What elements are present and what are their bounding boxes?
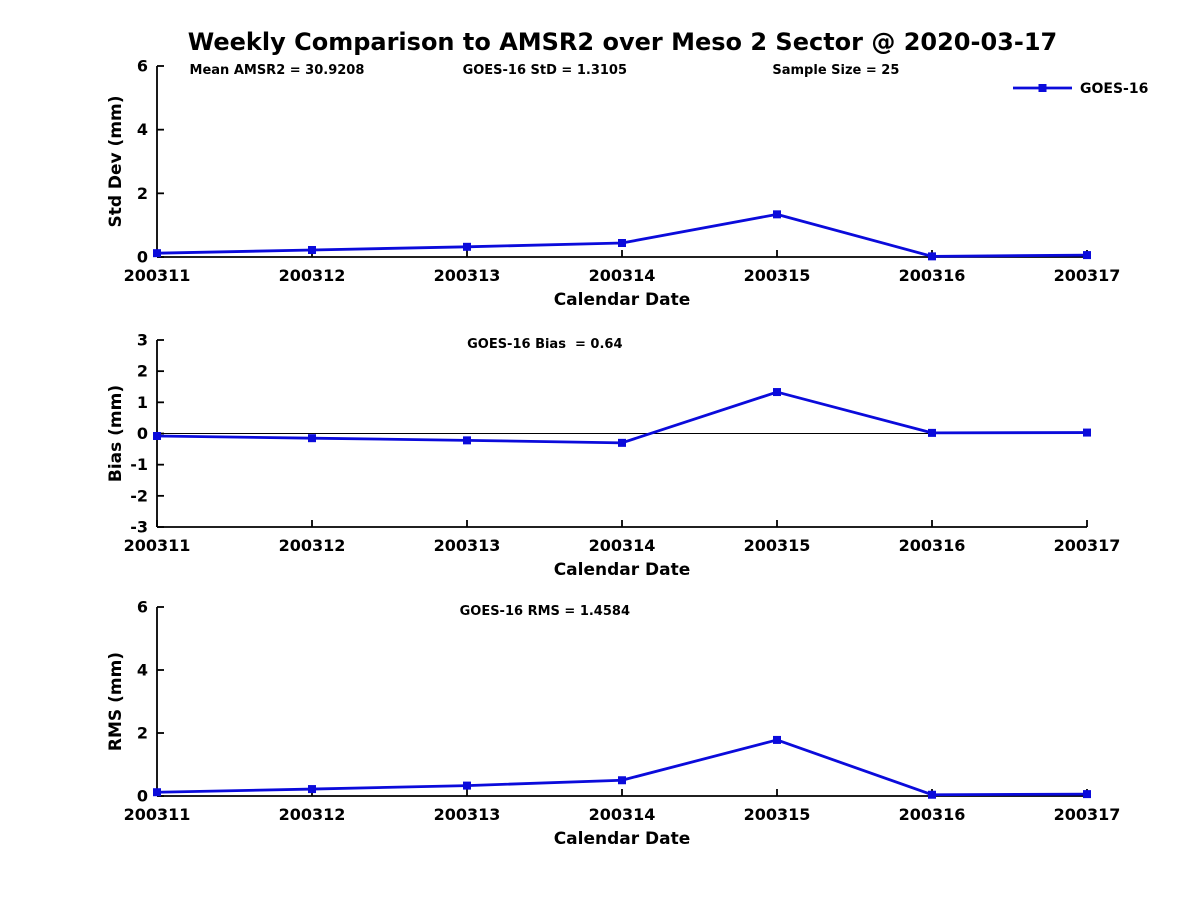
subplot-annotation: GOES-16 Bias = 0.64	[467, 337, 622, 352]
x-tick-label: 200316	[899, 266, 966, 285]
y-axis-label: Std Dev (mm)	[106, 95, 126, 227]
x-tick-label: 200313	[434, 536, 501, 555]
subplot-annotation: Sample Size = 25	[772, 63, 899, 78]
chart-title: Weekly Comparison to AMSR2 over Meso 2 S…	[187, 28, 1058, 56]
data-point-marker	[153, 431, 161, 440]
x-tick-label: 200313	[434, 805, 501, 824]
y-tick-label: 1	[137, 393, 148, 412]
subplot-annotation: GOES-16 RMS = 1.4584	[460, 604, 630, 619]
y-tick-label: 2	[137, 724, 148, 743]
data-point-marker	[463, 436, 471, 445]
legend-label: GOES-16	[1080, 81, 1148, 97]
y-tick-label: 6	[137, 598, 148, 617]
subplot-annotation: Mean AMSR2 = 30.9208	[190, 63, 365, 78]
data-point-marker	[773, 388, 781, 397]
data-point-marker	[618, 438, 626, 447]
y-tick-label: 6	[137, 57, 148, 76]
data-point-marker	[463, 242, 471, 251]
subplot-std-dev: 0 2 4 6 200311 200312 200313 200314 200315 200316…	[106, 57, 1120, 311]
y-tick-label: 0	[137, 248, 148, 267]
legend: GOES-16	[1013, 81, 1148, 97]
x-tick-label: 200311	[124, 536, 191, 555]
x-tick-label: 200317	[1054, 266, 1121, 285]
x-tick-label: 200311	[124, 805, 191, 824]
y-tick-label: 2	[137, 362, 148, 381]
data-point-marker	[308, 245, 316, 254]
subplot-rms: 0 2 4 6 200311 200312 200313 200314 200315 200316…	[106, 598, 1120, 850]
data-point-marker	[308, 785, 316, 794]
x-tick-label: 200312	[279, 536, 346, 555]
subplot-annotation: GOES-16 StD = 1.3105	[463, 63, 627, 78]
y-tick-label: 3	[137, 331, 148, 350]
data-point-marker	[463, 781, 471, 790]
series-line-bias	[156, 390, 1088, 445]
x-axis-label: Calendar Date	[554, 290, 691, 310]
data-point-marker	[928, 790, 936, 799]
x-tick-label: 200314	[589, 805, 656, 824]
x-tick-label: 200311	[124, 266, 191, 285]
data-point-marker	[618, 238, 626, 247]
x-axis-label: Calendar Date	[554, 560, 691, 580]
x-tick-label: 200315	[744, 805, 811, 824]
y-tick-label: -2	[130, 486, 148, 505]
y-tick-label: -3	[130, 518, 148, 537]
x-tick-label: 200317	[1054, 536, 1121, 555]
x-tick-label: 200316	[899, 536, 966, 555]
y-tick-label: 4	[137, 661, 148, 680]
data-point-marker	[153, 249, 161, 258]
y-tick-label: 4	[137, 120, 148, 139]
data-point-marker	[773, 210, 781, 219]
x-tick-label: 200314	[589, 266, 656, 285]
x-tick-label: 200312	[279, 266, 346, 285]
data-point-marker	[928, 428, 936, 437]
data-point-marker	[773, 735, 781, 744]
y-axis-label: Bias (mm)	[106, 385, 126, 482]
y-tick-label: -1	[130, 455, 148, 474]
x-axis-label: Calendar Date	[554, 829, 691, 849]
data-point-marker	[1083, 251, 1091, 260]
x-tick-label: 200315	[744, 266, 811, 285]
x-tick-label: 200315	[744, 536, 811, 555]
x-tick-label: 200312	[279, 805, 346, 824]
data-point-marker	[1083, 428, 1091, 437]
x-tick-label: 200314	[589, 536, 656, 555]
x-tick-label: 200316	[899, 805, 966, 824]
data-point-marker	[1083, 790, 1091, 799]
y-axis-label: RMS (mm)	[106, 652, 126, 751]
x-tick-label: 200317	[1054, 805, 1121, 824]
y-tick-label: 0	[137, 424, 148, 443]
legend-marker	[1038, 84, 1047, 92]
y-tick-label: 2	[137, 184, 148, 203]
data-point-marker	[618, 776, 626, 785]
x-tick-label: 200313	[434, 266, 501, 285]
series-line-rms	[156, 738, 1088, 797]
data-point-marker	[928, 252, 936, 261]
y-tick-label: 0	[137, 787, 148, 806]
data-point-marker	[308, 434, 316, 443]
data-point-marker	[153, 788, 161, 797]
subplot-bias: -3 -2 -1 0 1 2 3 200311 200312 200313 200314 200315…	[106, 331, 1120, 581]
